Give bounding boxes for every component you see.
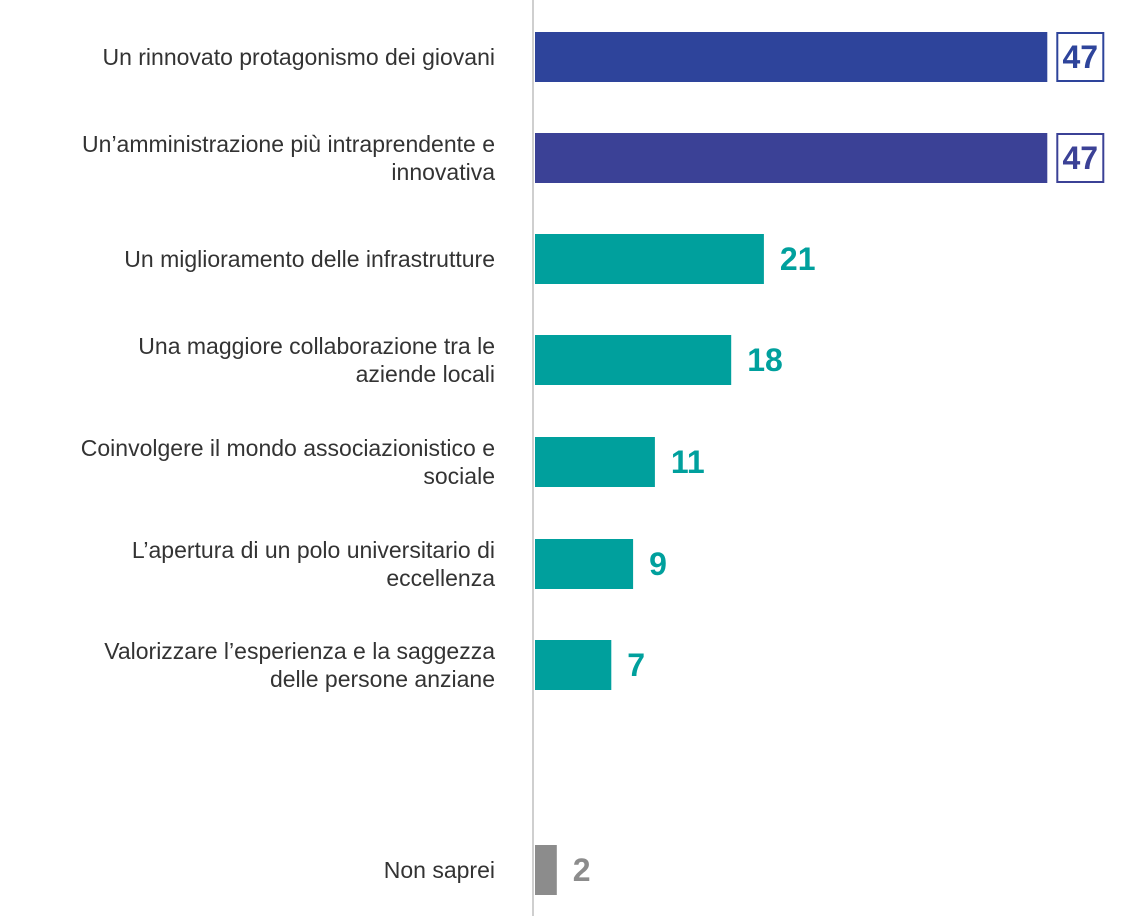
category-label: Valorizzare l’esperienza e la saggezza de… <box>104 638 495 692</box>
category-labels-layer: Un rinnovato protagonismo dei giovani Un’… <box>81 44 495 883</box>
value-label-box <box>1056 32 1105 82</box>
bar <box>535 845 557 895</box>
bar <box>535 32 1048 82</box>
bar <box>535 640 612 690</box>
value-label: 47 <box>1063 39 1099 75</box>
category-label: Una maggiore collaborazione tra le aziend… <box>138 333 495 387</box>
bar <box>535 335 732 385</box>
value-labels-layer: 47 47 21 18 11 9 7 2 <box>573 32 1105 888</box>
category-label: Coinvolgere il mondo associazionistico e… <box>81 435 495 489</box>
bar <box>535 234 764 284</box>
category-label: Un miglioramento delle infrastrutture <box>124 246 495 272</box>
value-label: 18 <box>747 342 783 378</box>
category-label: Un rinnovato protagonismo dei giovani <box>102 44 495 70</box>
value-label: 9 <box>649 546 667 582</box>
value-label: 7 <box>627 647 645 683</box>
bars-layer <box>535 32 1048 895</box>
bar <box>535 539 634 589</box>
category-label: Non saprei <box>384 857 495 883</box>
value-label-box <box>1056 133 1105 183</box>
value-label: 11 <box>671 444 705 480</box>
bar <box>535 437 655 487</box>
value-label: 21 <box>780 241 816 277</box>
category-label: L’apertura di un polo universitario di ec… <box>132 537 495 591</box>
value-label: 2 <box>573 852 591 888</box>
bar <box>535 133 1048 183</box>
value-label: 47 <box>1063 140 1099 176</box>
